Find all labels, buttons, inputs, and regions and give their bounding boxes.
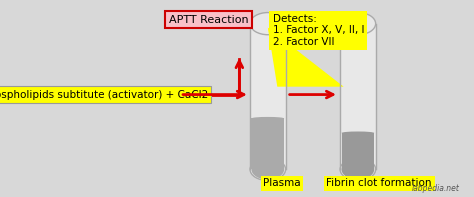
Text: Plasma: Plasma [263, 178, 301, 188]
Ellipse shape [251, 117, 284, 120]
Ellipse shape [340, 13, 375, 35]
Ellipse shape [250, 13, 285, 35]
Polygon shape [268, 28, 344, 87]
Ellipse shape [341, 132, 374, 134]
Ellipse shape [341, 159, 374, 180]
Text: Detects:
1. Factor X, V, II, I
2. Factor VII: Detects: 1. Factor X, V, II, I 2. Factor… [273, 14, 364, 47]
Bar [251, 118, 284, 169]
Text: Phospholipids subtitute (activator) + CaCl2: Phospholipids subtitute (activator) + Ca… [0, 90, 208, 99]
Bar [250, 24, 285, 169]
Bar [340, 24, 375, 169]
Text: APTT Reaction: APTT Reaction [169, 15, 248, 25]
Text: Fibrin clot formation: Fibrin clot formation [327, 178, 432, 188]
Ellipse shape [340, 158, 375, 180]
Ellipse shape [250, 158, 285, 180]
Text: labpedia.net: labpedia.net [412, 184, 460, 193]
Ellipse shape [251, 159, 284, 180]
Bar [341, 133, 374, 169]
